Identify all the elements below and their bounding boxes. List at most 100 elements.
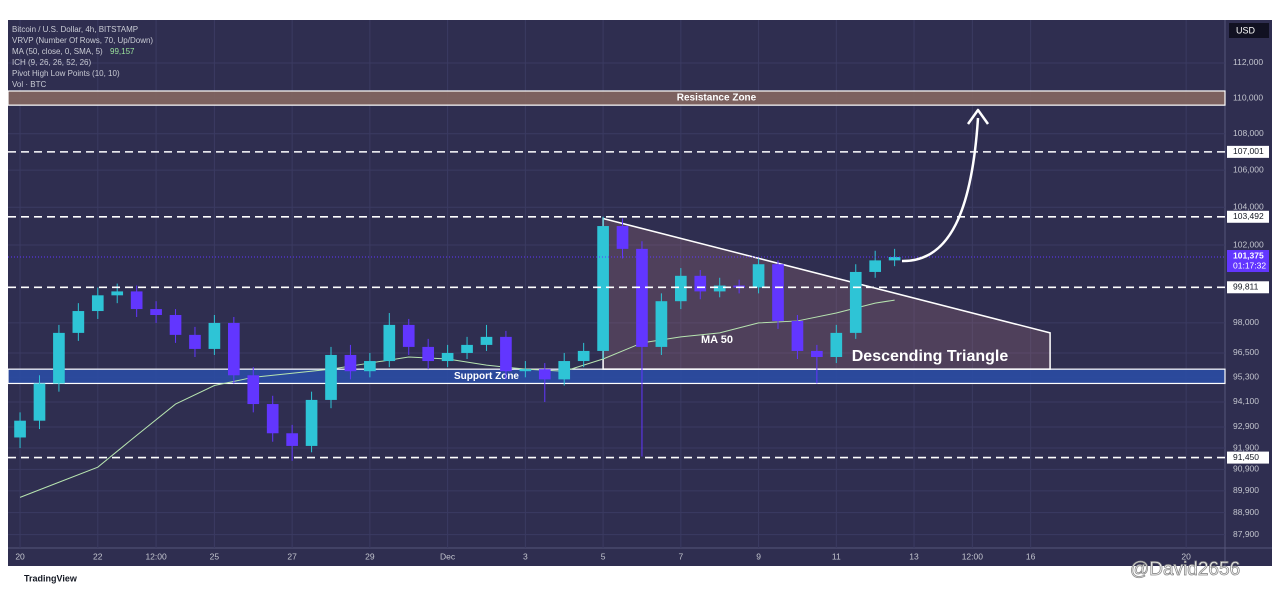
y-tick-label: 112,000 (1233, 57, 1263, 67)
y-tick-label: 87,900 (1233, 529, 1259, 539)
arrow-head (966, 108, 990, 125)
candle-body (228, 322, 240, 376)
currency: USD (1236, 25, 1256, 35)
x-tick-label: 13 (909, 551, 919, 561)
candle-body (597, 226, 609, 351)
candle-body (33, 383, 46, 421)
y-tick-label: 106,000 (1233, 164, 1264, 174)
candle-body (849, 271, 862, 333)
candle-body (461, 344, 473, 353)
candle-body (364, 361, 376, 372)
candle-body (422, 346, 435, 362)
y-tick-label: 98,000 (1233, 317, 1259, 327)
indicator: ICH (9, 26, 26, 52, 26) (12, 58, 91, 67)
axes: 20 22 12:00 25 27 29 Dec 3 5 7 9 11 13 12:00 16 20 112,0… (15, 57, 1264, 561)
candle-body (383, 324, 396, 362)
candle-body (72, 311, 85, 333)
candle-body (811, 350, 823, 357)
x-tick-label: 7 (678, 551, 683, 561)
zone (7, 368, 1226, 385)
y-tick-label: 96,500 (1233, 347, 1259, 357)
y-tick-label: 89,900 (1233, 485, 1259, 495)
x-tick-label: 29 (365, 551, 375, 561)
zone (7, 90, 1226, 106)
candle-body (286, 433, 298, 446)
watermark: @David2656 (1130, 559, 1240, 580)
candle-body (636, 248, 648, 347)
candle-body (402, 324, 415, 347)
level-label: 99,811 (1233, 282, 1259, 292)
y-tick-label: 94,100 (1233, 396, 1259, 406)
candle-body (208, 322, 221, 349)
x-tick-label: Dec (440, 551, 456, 561)
level-label-box (1227, 451, 1269, 464)
x-tick-label: 9 (756, 551, 761, 561)
candle-body (344, 354, 357, 372)
x-tick-label: 12:00 (145, 551, 167, 561)
candle-body (189, 334, 201, 349)
x-tick-label: 20 (15, 551, 25, 561)
candle-body (888, 257, 901, 261)
pattern-label: Descending Triangle (852, 348, 1009, 365)
current-price-label: 101,375 (1233, 250, 1264, 260)
indicator: Vol · BTC (12, 80, 46, 89)
candle-body (53, 332, 65, 384)
candle-body (577, 350, 590, 362)
x-tick-label: 22 (93, 551, 103, 561)
ma-annotation: MA 50 (701, 334, 733, 346)
candle-body (130, 291, 143, 310)
indicator: MA (50, close, 0, SMA, 5) (12, 47, 103, 56)
zones: Resistance Zone Support Zone (7, 90, 1226, 385)
footer: TradingView (24, 573, 78, 583)
x-tick-label: 20 (1181, 551, 1191, 561)
x-tick-label: 11 (832, 551, 841, 561)
candle-body (752, 264, 765, 288)
candle-body (441, 352, 454, 362)
candle-body (150, 309, 162, 315)
level-label-box (1227, 281, 1269, 294)
level-label: 91,450 (1233, 452, 1259, 462)
breakout-arrow (901, 117, 980, 263)
candle-body (655, 301, 668, 347)
ma-layer (19, 299, 895, 498)
y-tick-label: 104,000 (1233, 201, 1264, 211)
candle-body (558, 361, 571, 380)
current-price-box (1227, 250, 1269, 273)
candle-body (480, 336, 493, 345)
candle-body (305, 399, 318, 446)
candle-body (247, 375, 260, 405)
y-tick-label: 92,900 (1233, 421, 1259, 431)
candle-body (538, 369, 551, 380)
candles (14, 216, 901, 461)
y-tick-label: 95,300 (1233, 372, 1259, 382)
candle-body (266, 404, 279, 434)
x-tick-label: 12:00 (962, 551, 984, 561)
candle-body (616, 226, 629, 249)
candle-body (325, 354, 337, 400)
candle-body (869, 260, 882, 272)
y-tick-label: 110,000 (1233, 92, 1263, 102)
chart-title: Bitcoin / U.S. Dollar, 4h, BITSTAMP (12, 25, 138, 34)
x-tick-label: 25 (210, 551, 220, 561)
currency-box (1229, 23, 1269, 38)
level-label-box (1227, 210, 1269, 223)
x-tick-label: 3 (523, 551, 528, 561)
candle-body (791, 320, 804, 351)
zone-label: Resistance Zone (677, 93, 757, 104)
x-tick-label: 27 (287, 551, 297, 561)
ma-value: 99,157 (110, 47, 135, 56)
candle-body (111, 291, 124, 296)
candle-body (694, 275, 707, 292)
level-label-box (1227, 145, 1269, 158)
zone-label: Support Zone (454, 371, 519, 382)
y-tick-label: 90,900 (1233, 464, 1259, 474)
indicator: Pivot High Low Points (10, 10) (12, 69, 120, 78)
candle-body (500, 336, 512, 372)
candle-body (519, 369, 532, 372)
candle-body (169, 314, 182, 335)
x-tick-label: 16 (1026, 551, 1036, 561)
y-tick-label: 108,000 (1233, 128, 1264, 138)
candle-body (713, 285, 726, 292)
y-tick-label: 88,900 (1233, 507, 1259, 517)
